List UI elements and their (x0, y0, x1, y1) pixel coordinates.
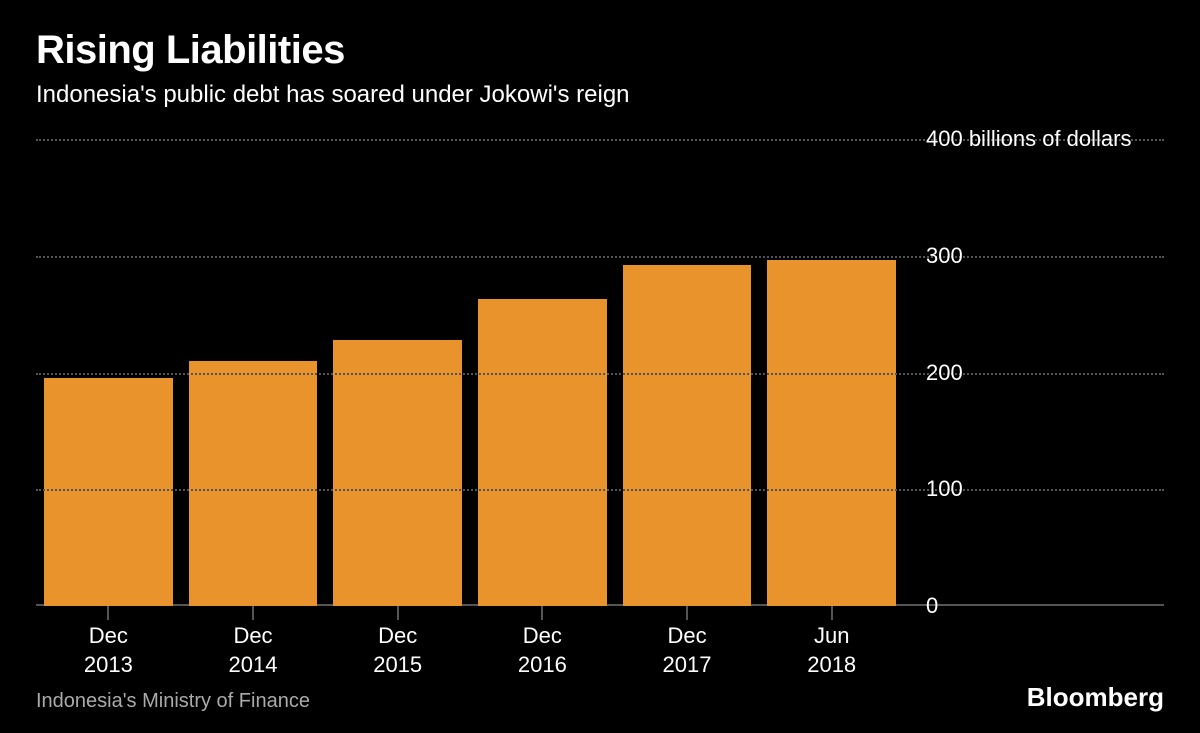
grid-line (36, 373, 1164, 375)
x-axis-label: Dec2016 (470, 606, 615, 679)
brand-logo: Bloomberg (1027, 682, 1164, 713)
x-axis-label: Dec2013 (36, 606, 181, 679)
chart-container: Rising Liabilities Indonesia's public de… (0, 0, 1200, 733)
bar (478, 299, 607, 606)
y-axis-label: 0 (904, 593, 938, 619)
y-axis-label: 400 billions of dollars (904, 126, 1131, 152)
x-axis-label: Dec2015 (325, 606, 470, 679)
plot-area: Dec2013Dec2014Dec2015Dec2016Dec2017Jun20… (36, 139, 904, 606)
chart-subtitle: Indonesia's public debt has soared under… (36, 81, 1164, 109)
y-axis-label: 300 (904, 243, 963, 269)
x-axis-label: Dec2017 (615, 606, 760, 679)
x-axis-label: Dec2014 (181, 606, 326, 679)
bar (44, 378, 173, 606)
chart-area: Dec2013Dec2014Dec2015Dec2016Dec2017Jun20… (36, 139, 1164, 676)
bar (623, 265, 752, 606)
y-axis-label: 200 (904, 360, 963, 386)
chart-title: Rising Liabilities (36, 28, 1164, 73)
bar (189, 361, 318, 606)
chart-footer: Indonesia's Ministry of Finance Bloomber… (36, 682, 1164, 713)
grid-line (36, 489, 1164, 491)
bar (767, 260, 896, 606)
y-axis-label: 100 (904, 476, 963, 502)
chart-source: Indonesia's Ministry of Finance (36, 690, 310, 713)
grid-line (36, 256, 1164, 258)
bar (333, 340, 462, 606)
x-axis-label: Jun2018 (759, 606, 904, 679)
